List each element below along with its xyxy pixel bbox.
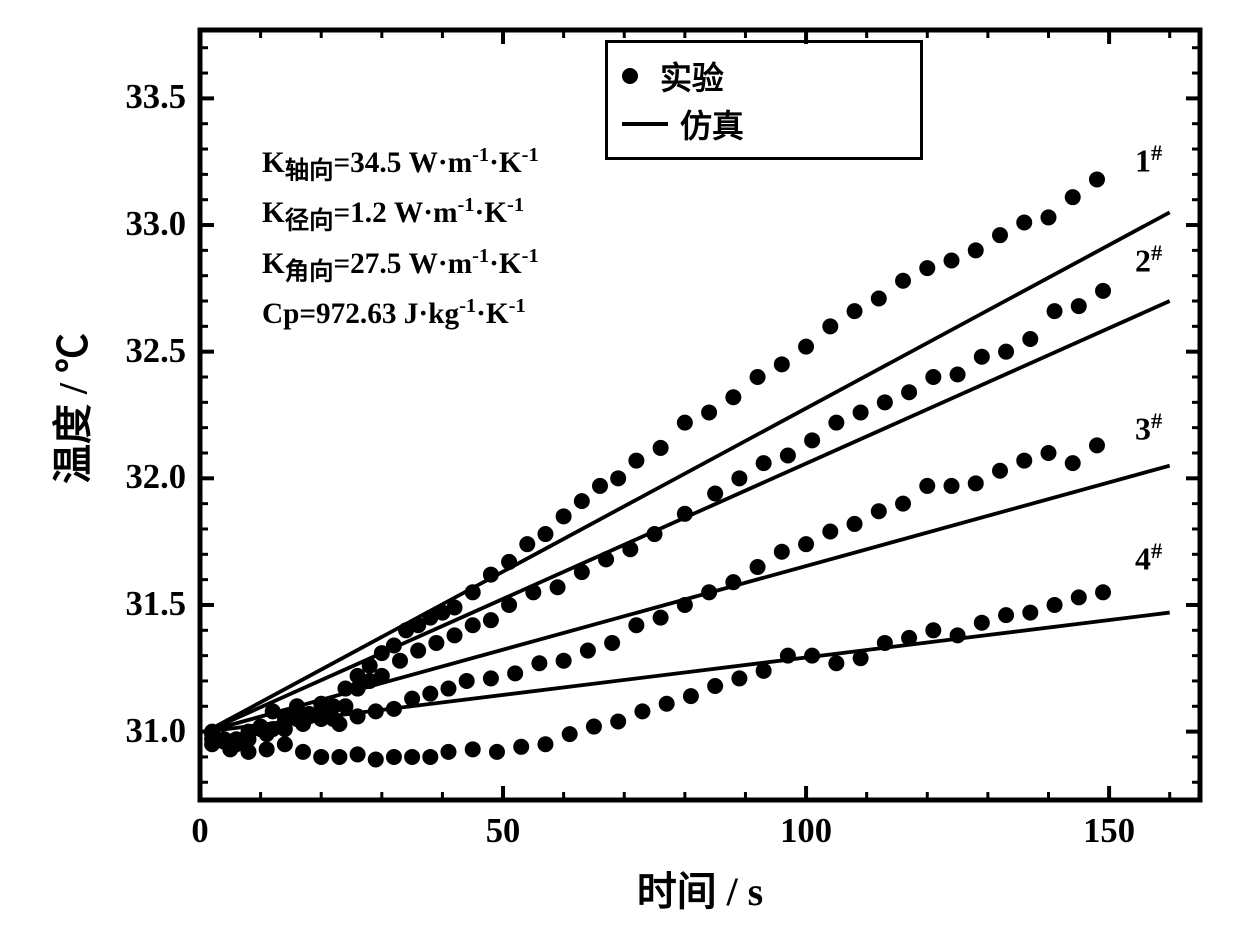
y-tick-label: 32.0 xyxy=(86,458,186,497)
x-tick-label: 100 xyxy=(766,812,846,851)
x-tick-label: 50 xyxy=(463,812,543,851)
y-tick-label: 32.5 xyxy=(86,332,186,371)
y-tick-label: 33.0 xyxy=(86,205,186,244)
chart-container: 温度 / ℃ 时间 / s 实验 仿真 K轴向=34.5 W·m-1·K-1K径… xyxy=(0,0,1240,926)
series-label-2: 2# xyxy=(1135,240,1162,280)
x-tick-label: 150 xyxy=(1069,812,1149,851)
y-tick-label: 31.0 xyxy=(86,712,186,751)
series-label-1: 1# xyxy=(1135,140,1162,180)
y-tick-label: 33.5 xyxy=(86,78,186,117)
series-label-3: 3# xyxy=(1135,408,1162,448)
chart-svg xyxy=(0,0,1240,926)
y-tick-label: 31.5 xyxy=(86,585,186,624)
series-label-4: 4# xyxy=(1135,538,1162,578)
x-tick-label: 0 xyxy=(160,812,240,851)
